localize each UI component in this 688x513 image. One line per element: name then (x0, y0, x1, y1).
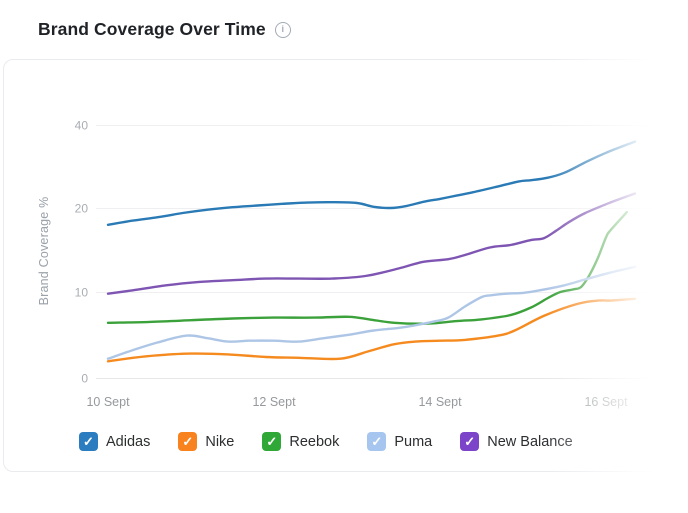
y-tick-label-40: 40 (75, 119, 89, 133)
x-tick-label-3: 14 Sept (418, 395, 462, 409)
line-puma (106, 265, 637, 360)
page-title: Brand Coverage Over Time (38, 19, 266, 39)
brand-coverage-line-chart[interactable]: 0 10 20 40 10 Sept 12 Sept 14 Sept 16 Sept (0, 100, 688, 415)
line-reebok (106, 211, 628, 325)
line-adidas (106, 140, 637, 226)
checkbox-new-balance[interactable]: ✓ (460, 432, 480, 451)
x-tick-label-4: 16 Sept (584, 395, 628, 409)
legend-item-puma[interactable]: ✓ Puma (367, 432, 432, 451)
legend-label-nike: Nike (205, 433, 235, 450)
checkbox-adidas[interactable]: ✓ (79, 432, 98, 451)
legend-label-adidas: Adidas (106, 433, 151, 450)
y-tick-label-10: 10 (75, 286, 89, 300)
legend-item-adidas[interactable]: ✓ Adidas (79, 432, 150, 451)
x-tick-label-1: 10 Sept (86, 395, 130, 409)
legend-label-reebok: Reebok (289, 433, 340, 450)
legend-item-reebok[interactable]: ✓ Reebok (262, 432, 339, 451)
chart-legend: ✓ Adidas ✓ Nike ✓ Reebok ✓ Puma ✓ New Balance (79, 432, 573, 451)
y-tick-label-0: 0 (81, 372, 88, 386)
legend-item-nike[interactable]: ✓ Nike (178, 432, 234, 451)
chart-header: Brand Coverage Over Time i (38, 19, 291, 40)
legend-item-new-balance[interactable]: ✓ New Balance (460, 432, 573, 451)
legend-label-new-balance: New Balance (487, 433, 573, 450)
x-tick-label-2: 12 Sept (252, 395, 296, 409)
y-tick-label-20: 20 (75, 202, 89, 216)
info-icon[interactable]: i (274, 21, 291, 38)
checkbox-reebok[interactable]: ✓ (262, 432, 282, 451)
checkbox-nike[interactable]: ✓ (178, 432, 198, 451)
legend-label-puma: Puma (394, 433, 433, 450)
checkbox-puma[interactable]: ✓ (367, 432, 387, 451)
